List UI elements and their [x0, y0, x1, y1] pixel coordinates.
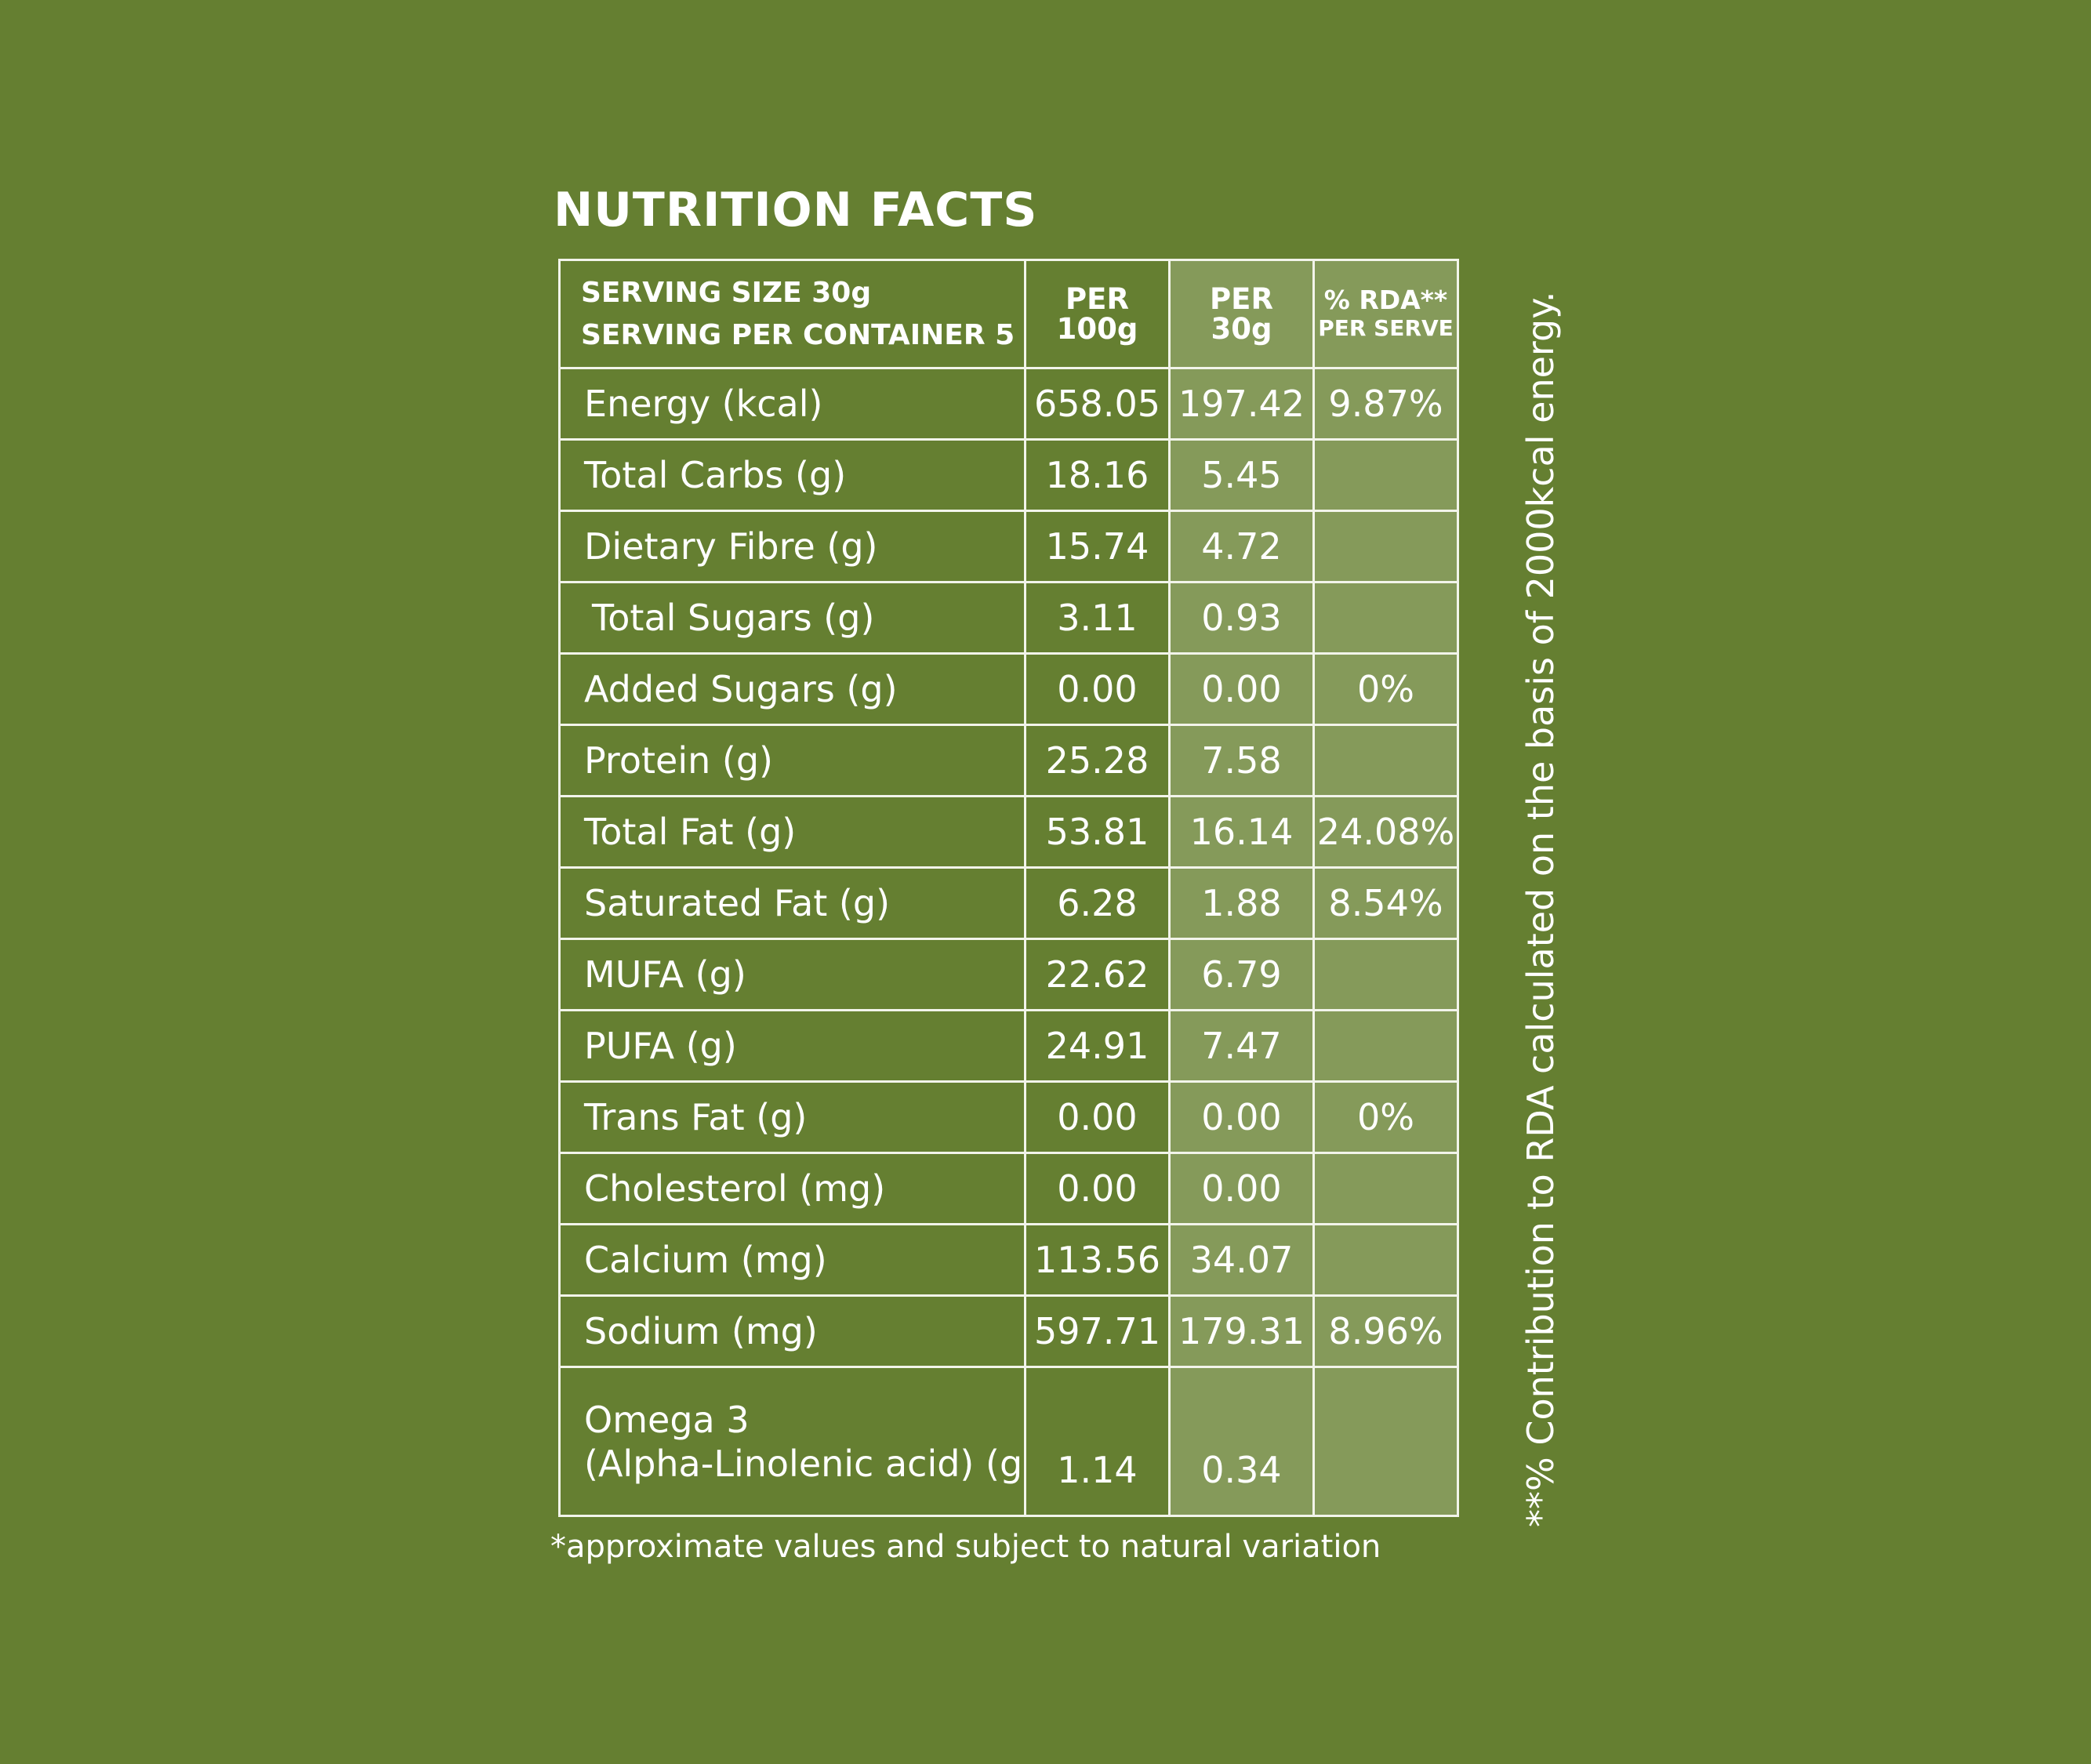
column-header-per-100g-line1: PER [1065, 281, 1129, 316]
column-header-per-30g-line2: 30g [1211, 311, 1272, 346]
table-row-energy: Energy (kcal) 658.05 197.42 9.87% [558, 367, 1459, 441]
table-row-mufa: MUFA (g) 22.62 6.79 [558, 938, 1459, 1011]
value-rda [1312, 1152, 1459, 1225]
value-per-30g: 0.93 [1168, 581, 1315, 655]
value-per-100g: 597.71 [1024, 1294, 1171, 1368]
nutrient-label: Total Carbs (g) [558, 438, 1026, 512]
nutrient-label: Omega 3 (Alpha-Linolenic acid) (g) [558, 1366, 1026, 1517]
nutrient-label: PUFA (g) [558, 1009, 1026, 1083]
rda-side-note: **% Contribution to RDA calculated on th… [1519, 291, 1562, 1527]
serving-size: SERVING SIZE 30g [581, 276, 872, 309]
table-row-protein: Protein (g) 25.28 7.58 [558, 724, 1459, 797]
value-per-30g: 4.72 [1168, 510, 1315, 583]
column-header-rda-line2: PER SERVE [1318, 314, 1454, 341]
value-per-30g: 7.47 [1168, 1009, 1315, 1083]
value-per-30g: 7.58 [1168, 724, 1315, 797]
value-per-100g: 18.16 [1024, 438, 1171, 512]
value-per-100g: 0.00 [1024, 1152, 1171, 1225]
value-per-100g: 6.28 [1024, 866, 1171, 940]
table-row-total-sugars: Total Sugars (g) 3.11 0.93 [558, 581, 1459, 655]
table-row-trans-fat: Trans Fat (g) 0.00 0.00 0% [558, 1080, 1459, 1154]
nutrient-label-line2: (Alpha-Linolenic acid) (g) [584, 1442, 1026, 1485]
value-per-30g: 6.79 [1168, 938, 1315, 1011]
value-per-100g: 1.14 [1024, 1366, 1171, 1517]
value-per-30g: 16.14 [1168, 795, 1315, 869]
value-rda [1312, 724, 1459, 797]
nutrient-label: Energy (kcal) [558, 367, 1026, 441]
value-rda: 24.08% [1312, 795, 1459, 869]
value-rda: 8.96% [1312, 1294, 1459, 1368]
column-header-per-30g-line1: PER [1210, 281, 1273, 316]
nutrient-label: Saturated Fat (g) [558, 866, 1026, 940]
value-rda [1312, 581, 1459, 655]
nutrient-label: Calcium (mg) [558, 1223, 1026, 1297]
value-rda [1312, 510, 1459, 583]
table-row-saturated-fat: Saturated Fat (g) 6.28 1.88 8.54% [558, 866, 1459, 940]
column-header-rda-line1: % RDA** [1323, 284, 1448, 315]
value-per-100g: 22.62 [1024, 938, 1171, 1011]
column-header-rda: % RDA** PER SERVE [1312, 259, 1459, 369]
footnote: *approximate values and subject to natur… [550, 1529, 1381, 1565]
page-title: NUTRITION FACTS [554, 183, 1038, 238]
table-row-pufa: PUFA (g) 24.91 7.47 [558, 1009, 1459, 1083]
value-per-30g: 0.00 [1168, 1080, 1315, 1154]
value-rda [1312, 438, 1459, 512]
value-rda [1312, 1366, 1459, 1517]
value-per-100g: 0.00 [1024, 1080, 1171, 1154]
serving-per-container: SERVING PER CONTAINER 5 [581, 318, 1015, 351]
nutrient-label: Trans Fat (g) [558, 1080, 1026, 1154]
value-rda: 9.87% [1312, 367, 1459, 441]
column-header-per-30g: PER 30g [1168, 259, 1315, 369]
value-per-30g: 0.00 [1168, 652, 1315, 726]
nutrient-label: Total Fat (g) [558, 795, 1026, 869]
nutrient-label: Sodium (mg) [558, 1294, 1026, 1368]
column-header-per-100g-line2: 100g [1056, 311, 1138, 346]
value-rda [1312, 1223, 1459, 1297]
table-row-total-carbs: Total Carbs (g) 18.16 5.45 [558, 438, 1459, 512]
value-per-100g: 0.00 [1024, 652, 1171, 726]
value-per-100g: 113.56 [1024, 1223, 1171, 1297]
value-per-30g: 0.34 [1168, 1366, 1315, 1517]
nutrient-label: Total Sugars (g) [558, 581, 1026, 655]
value-rda [1312, 1009, 1459, 1083]
value-per-100g: 25.28 [1024, 724, 1171, 797]
nutrition-facts-table: SERVING SIZE 30g SERVING PER CONTAINER 5… [558, 259, 1459, 1517]
value-per-100g: 53.81 [1024, 795, 1171, 869]
value-per-30g: 5.45 [1168, 438, 1315, 512]
value-per-30g: 197.42 [1168, 367, 1315, 441]
nutrient-label: Added Sugars (g) [558, 652, 1026, 726]
value-rda: 0% [1312, 652, 1459, 726]
value-rda: 8.54% [1312, 866, 1459, 940]
table-row-dietary-fibre: Dietary Fibre (g) 15.74 4.72 [558, 510, 1459, 583]
nutrition-table: SERVING SIZE 30g SERVING PER CONTAINER 5… [558, 259, 1459, 1517]
table-row-sodium: Sodium (mg) 597.71 179.31 8.96% [558, 1294, 1459, 1368]
nutrient-label: Protein (g) [558, 724, 1026, 797]
table-header-row: SERVING SIZE 30g SERVING PER CONTAINER 5… [558, 259, 1459, 369]
column-header-per-100g: PER 100g [1024, 259, 1171, 369]
table-row-cholesterol: Cholesterol (mg) 0.00 0.00 [558, 1152, 1459, 1225]
value-per-30g: 1.88 [1168, 866, 1315, 940]
value-rda: 0% [1312, 1080, 1459, 1154]
nutrient-label-line1: Omega 3 [584, 1398, 750, 1441]
table-row-total-fat: Total Fat (g) 53.81 16.14 24.08% [558, 795, 1459, 869]
nutrient-label: Dietary Fibre (g) [558, 510, 1026, 583]
nutrient-label: Cholesterol (mg) [558, 1152, 1026, 1225]
value-per-100g: 24.91 [1024, 1009, 1171, 1083]
value-per-100g: 3.11 [1024, 581, 1171, 655]
value-per-100g: 15.74 [1024, 510, 1171, 583]
value-per-100g: 658.05 [1024, 367, 1171, 441]
value-rda [1312, 938, 1459, 1011]
value-per-30g: 0.00 [1168, 1152, 1315, 1225]
value-per-30g: 34.07 [1168, 1223, 1315, 1297]
serving-info-cell: SERVING SIZE 30g SERVING PER CONTAINER 5 [558, 259, 1026, 369]
nutrient-label: MUFA (g) [558, 938, 1026, 1011]
table-row-added-sugars: Added Sugars (g) 0.00 0.00 0% [558, 652, 1459, 726]
table-row-omega-3: Omega 3 (Alpha-Linolenic acid) (g) 1.14 … [558, 1366, 1459, 1517]
value-per-30g: 179.31 [1168, 1294, 1315, 1368]
table-row-calcium: Calcium (mg) 113.56 34.07 [558, 1223, 1459, 1297]
